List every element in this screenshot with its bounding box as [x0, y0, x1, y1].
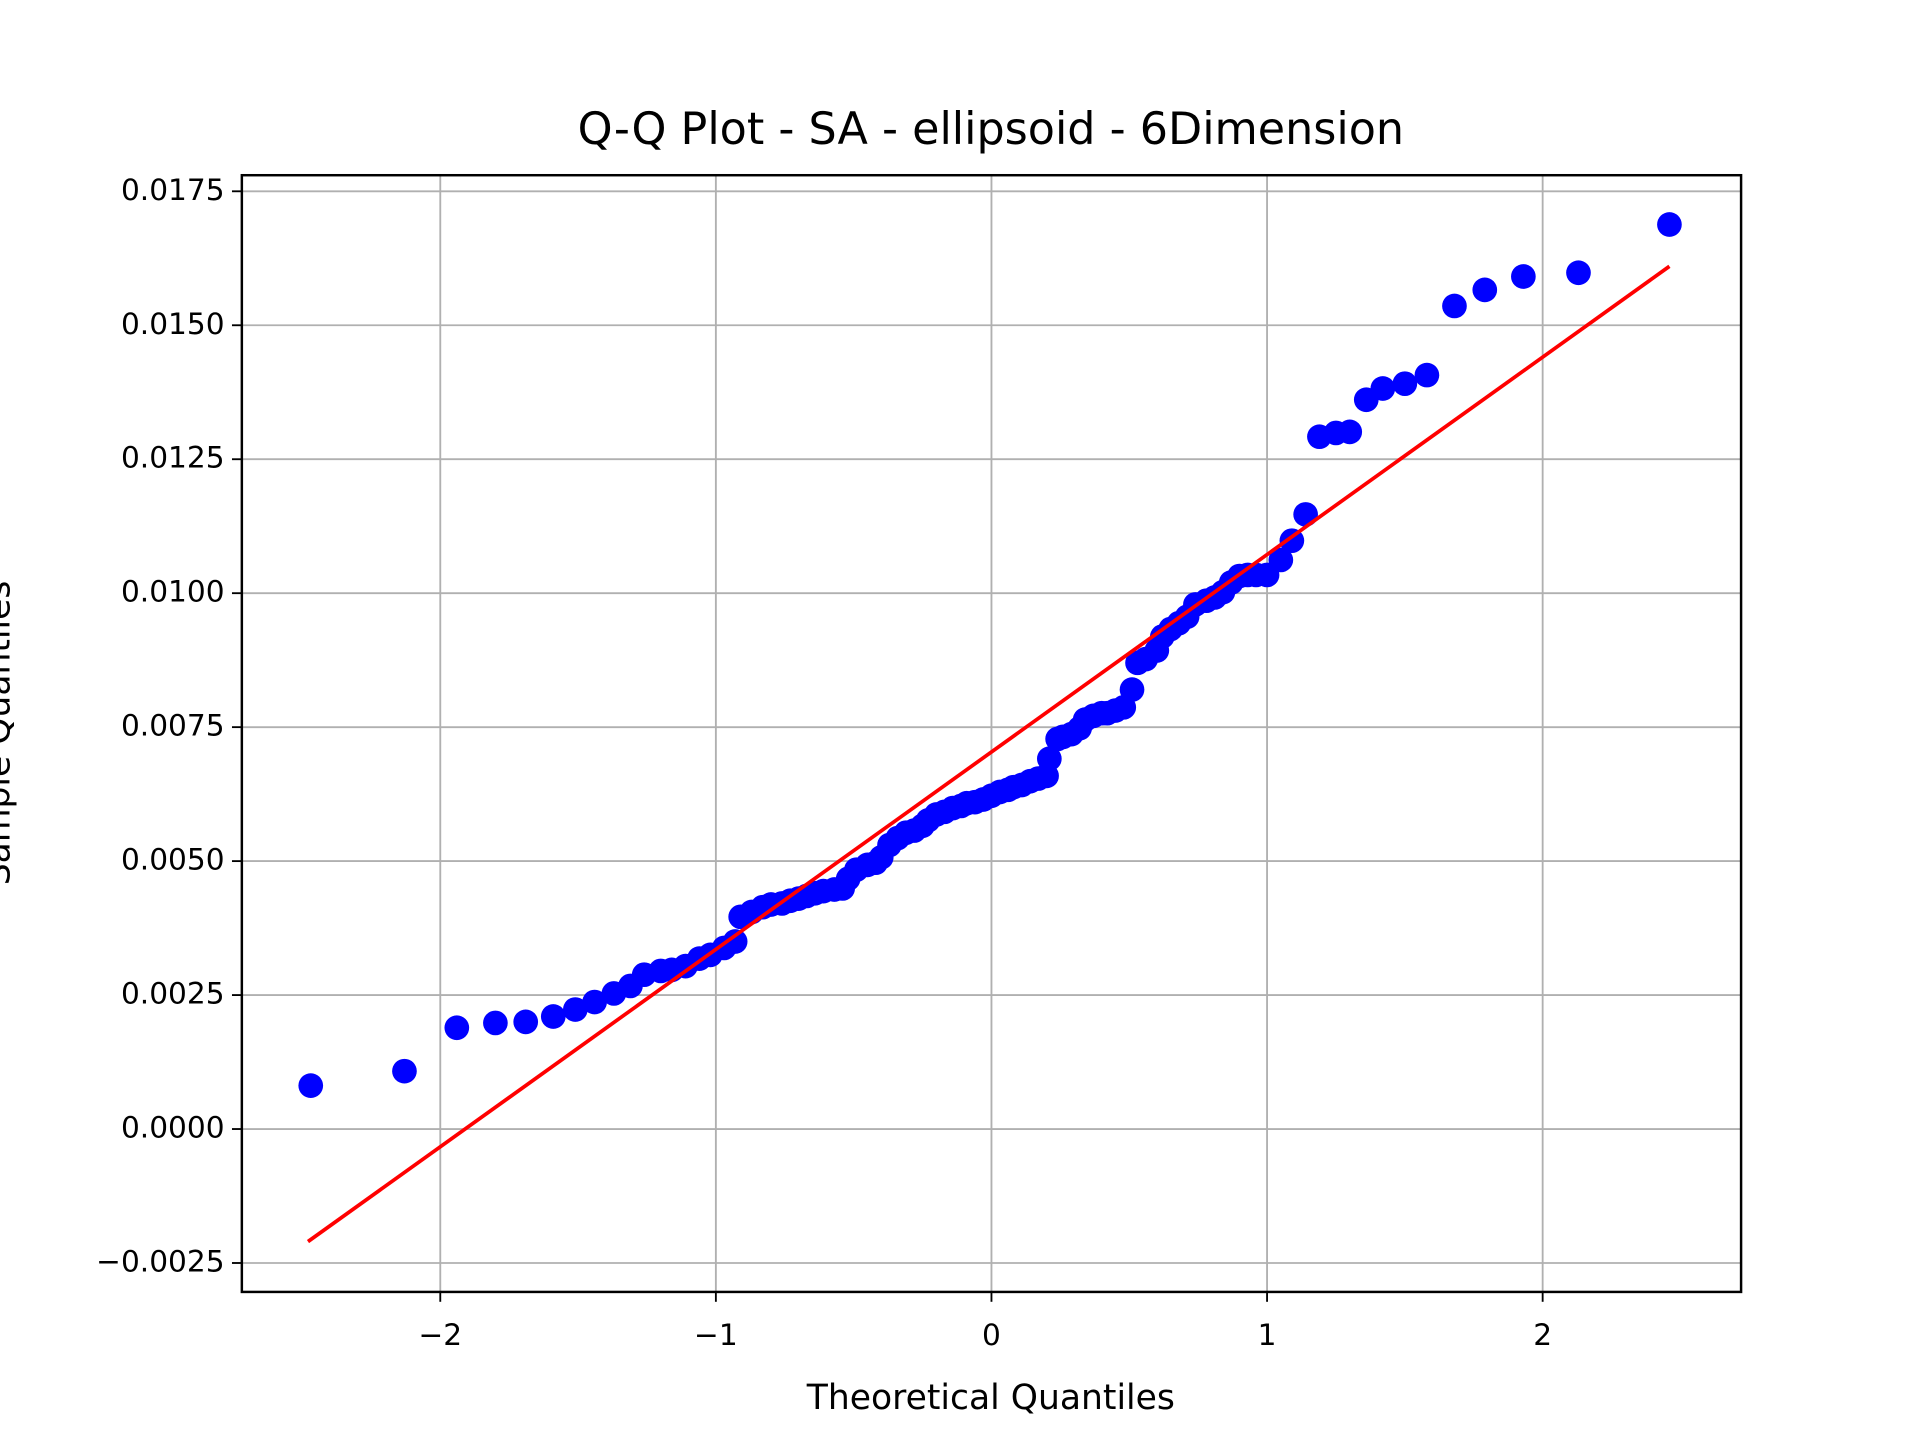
- y-tick-label: 0.0075: [121, 709, 225, 743]
- point: [1657, 212, 1682, 237]
- point: [540, 1004, 566, 1029]
- point: [1511, 264, 1536, 289]
- y-tick-label: −0.0025: [96, 1244, 224, 1278]
- y-tick-label: 0.0175: [121, 173, 225, 207]
- y-tick-label: 0.0050: [121, 843, 225, 877]
- point: [1442, 293, 1467, 319]
- point: [1268, 547, 1294, 573]
- y-axis-label: Sample Quantiles: [0, 581, 19, 886]
- point: [1392, 371, 1418, 397]
- y-tick-label: 0.0150: [121, 307, 225, 341]
- point: [392, 1058, 417, 1084]
- y-tick-label: 0.0125: [121, 441, 225, 475]
- x-tick-label: −1: [694, 1318, 738, 1352]
- y-tick-label: 0.0000: [121, 1111, 225, 1145]
- point: [513, 1009, 539, 1035]
- point: [722, 929, 748, 954]
- point: [1566, 260, 1591, 286]
- plot-frame: [240, 173, 1743, 1294]
- x-tick-label: 2: [1533, 1318, 1552, 1352]
- point: [1293, 502, 1318, 527]
- x-tick-label: 0: [982, 1318, 1001, 1352]
- point: [483, 1010, 508, 1036]
- point: [1472, 277, 1498, 303]
- point: [1119, 677, 1145, 702]
- fit-line: [306, 264, 1671, 1244]
- y-tick-label: 0.0025: [121, 977, 225, 1011]
- point: [1037, 746, 1062, 772]
- point: [562, 997, 588, 1022]
- point: [1370, 376, 1396, 401]
- x-tick-label: 1: [1258, 1318, 1277, 1352]
- x-tick-label: −2: [418, 1318, 462, 1352]
- x-axis-label: Theoretical Quantiles: [806, 1378, 1175, 1418]
- y-tick-label: 0.0100: [121, 575, 225, 609]
- point: [582, 989, 607, 1015]
- point: [298, 1073, 324, 1098]
- point: [1414, 362, 1440, 388]
- point: [444, 1015, 470, 1041]
- chart-title: Q-Q Plot - SA - ellipsoid - 6Dimension: [578, 104, 1404, 155]
- point: [1337, 419, 1363, 445]
